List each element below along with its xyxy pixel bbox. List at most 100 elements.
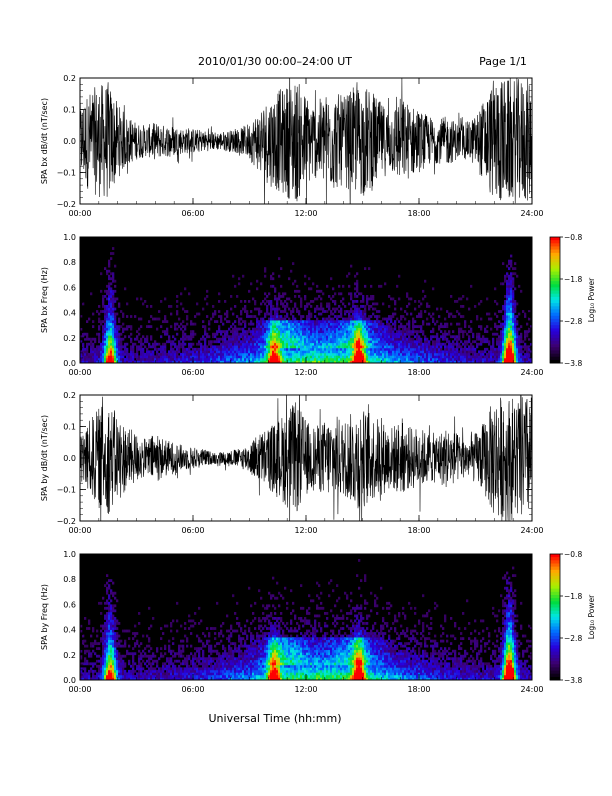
heatmap-cell: [440, 325, 442, 328]
heatmap-cell: [298, 358, 300, 361]
heatmap-cell: [508, 315, 510, 318]
heatmap-cell: [112, 645, 114, 648]
heatmap-cell: [272, 358, 274, 361]
heatmap-cell: [132, 662, 134, 665]
heatmap-cell: [280, 267, 282, 270]
heatmap-cell: [440, 358, 442, 361]
heatmap-cell: [390, 325, 392, 328]
heatmap-cell: [110, 320, 112, 323]
heatmap-cell: [298, 355, 300, 358]
heatmap-cell: [502, 353, 504, 356]
heatmap-cell: [478, 355, 480, 358]
heatmap-cell: [444, 335, 446, 338]
heatmap-cell: [108, 579, 110, 582]
heatmap-cell: [514, 325, 516, 328]
heatmap-cell: [132, 353, 134, 356]
heatmap-cell: [336, 308, 338, 311]
heatmap-cell: [270, 343, 272, 346]
heatmap-cell: [392, 333, 394, 336]
heatmap-cell: [376, 303, 378, 306]
heatmap-cell: [190, 335, 192, 338]
heatmap-cell: [170, 355, 172, 358]
heatmap-cell: [102, 325, 104, 328]
heatmap-cell: [140, 318, 142, 321]
heatmap-cell: [90, 635, 92, 638]
colorbar-swatch: [550, 306, 560, 310]
heatmap-cell: [156, 647, 158, 650]
heatmap-cell: [246, 340, 248, 343]
heatmap-cell: [326, 285, 328, 288]
heatmap-cell: [508, 277, 510, 280]
heatmap-cell: [94, 353, 96, 356]
heatmap-cell: [416, 345, 418, 348]
heatmap-cell: [104, 625, 106, 628]
heatmap-cell: [144, 353, 146, 356]
heatmap-cell: [382, 350, 384, 353]
heatmap-cell: [264, 353, 266, 356]
heatmap-cell: [248, 335, 250, 338]
heatmap-cell: [514, 310, 516, 313]
heatmap-cell: [284, 335, 286, 338]
heatmap-cell: [372, 298, 374, 301]
heatmap-cell: [114, 348, 116, 351]
heatmap-cell: [404, 328, 406, 331]
heatmap-cell: [390, 315, 392, 318]
heatmap-cell: [292, 355, 294, 358]
heatmap-cell: [122, 660, 124, 663]
heatmap-cell: [464, 345, 466, 348]
heatmap-cell: [212, 313, 214, 316]
heatmap-cell: [364, 320, 366, 323]
heatmap-cell: [340, 320, 342, 323]
heatmap-cell: [332, 287, 334, 290]
heatmap-cell: [316, 305, 318, 308]
heatmap-cell: [290, 358, 292, 361]
heatmap-cell: [478, 333, 480, 336]
heatmap-cell: [200, 667, 202, 670]
heatmap-cell: [148, 350, 150, 353]
heatmap-cell: [500, 348, 502, 351]
heatmap-cell: [174, 665, 176, 668]
heatmap-cell: [272, 285, 274, 288]
heatmap-cell: [182, 650, 184, 653]
heatmap-cell: [86, 335, 88, 338]
figure-title: 2010/01/30 00:00–24:00 UT: [198, 55, 352, 68]
heatmap-cell: [232, 343, 234, 346]
heatmap-cell: [114, 632, 116, 635]
heatmap-cell: [328, 353, 330, 356]
heatmap-cell: [170, 348, 172, 351]
heatmap-cell: [492, 350, 494, 353]
heatmap-cell: [320, 328, 322, 331]
heatmap-cell: [138, 667, 140, 670]
heatmap-cell: [476, 345, 478, 348]
heatmap-cell: [84, 348, 86, 351]
heatmap-cell: [522, 350, 524, 353]
heatmap-cell: [270, 277, 272, 280]
heatmap-cell: [354, 308, 356, 311]
heatmap-cell: [112, 252, 114, 255]
heatmap-cell: [116, 335, 118, 338]
heatmap-cell: [112, 655, 114, 658]
heatmap-cell: [136, 298, 138, 301]
heatmap-cell: [186, 662, 188, 665]
heatmap-cell: [460, 353, 462, 356]
heatmap-cell: [276, 305, 278, 308]
heatmap-cell: [268, 330, 270, 333]
heatmap-cell: [146, 355, 148, 358]
heatmap-cell: [400, 353, 402, 356]
heatmap-cell: [412, 320, 414, 323]
heatmap-cell: [152, 353, 154, 356]
heatmap-cell: [446, 358, 448, 361]
heatmap-cell: [224, 330, 226, 333]
heatmap-cell: [86, 672, 88, 675]
heatmap-cell: [136, 350, 138, 353]
heatmap-cell: [202, 652, 204, 655]
heatmap-cell: [84, 657, 86, 660]
heatmap-cell: [264, 315, 266, 318]
heatmap-cell: [176, 675, 178, 678]
heatmap-cell: [102, 340, 104, 343]
heatmap-cell: [500, 323, 502, 326]
heatmap-cell: [326, 355, 328, 358]
heatmap-cell: [116, 660, 118, 663]
heatmap-cell: [138, 318, 140, 321]
heatmap-cell: [160, 325, 162, 328]
